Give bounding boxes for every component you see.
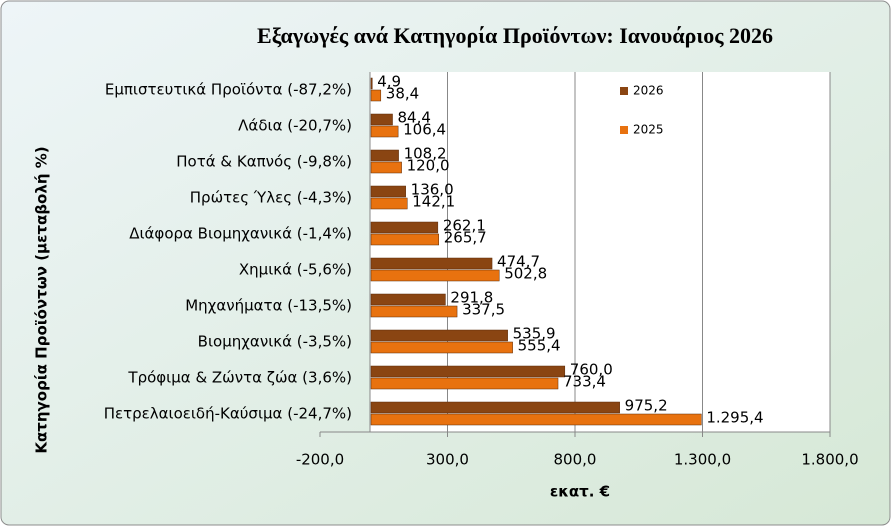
bar (370, 89, 382, 102)
value-label: 120,0 (407, 157, 450, 175)
bar (370, 413, 702, 426)
bar (370, 269, 500, 282)
bar (370, 125, 399, 138)
y-tick-label: Πετρελαιοειδή-Καύσιμα (-24,7%) (104, 405, 352, 423)
y-tick-label: Βιομηχανικά (-3,5%) (198, 333, 352, 351)
y-axis-label: Κατηγορία Προϊόντων (μεταβολή %) (33, 146, 51, 453)
value-label: 733,4 (563, 373, 606, 391)
y-tick-label: Ποτά & Καπνός (-9,8%) (176, 153, 352, 171)
value-label: 555,4 (518, 337, 561, 355)
y-tick-label: Χημικά (-5,6%) (239, 261, 352, 279)
legend-label: 2025 (633, 123, 664, 137)
bar (370, 257, 493, 270)
bar (370, 305, 458, 318)
value-label: 1.295,4 (706, 409, 763, 427)
bar (370, 221, 439, 234)
value-label: 760,0 (570, 361, 613, 379)
bar (370, 77, 373, 90)
bar (370, 161, 402, 174)
bar (370, 197, 408, 210)
bar (370, 113, 393, 126)
y-tick-label: Μηχανήματα (-13,5%) (185, 297, 352, 315)
x-axis-label: εκατ. € (550, 483, 610, 501)
bar (370, 149, 399, 162)
x-tick-label: -200,0 (296, 451, 344, 469)
x-tick-label: 1.800,0 (801, 451, 858, 469)
x-tick-label: 800,0 (554, 451, 597, 469)
value-label: 38,4 (386, 85, 419, 103)
bar (370, 233, 440, 246)
y-tick-label: Πρώτες Ύλες (-4,3%) (190, 189, 352, 207)
value-label: 535,9 (513, 325, 556, 343)
value-label: 106,4 (403, 121, 446, 139)
y-tick-label: Τρόφιμα & Ζώντα ζώα (3,6%) (127, 369, 352, 387)
value-label: 142,1 (412, 193, 455, 211)
x-tick-label: 300,0 (426, 451, 469, 469)
y-tick-label: Λάδια (-20,7%) (238, 117, 352, 135)
bar (370, 293, 446, 306)
value-label: 4,9 (377, 73, 401, 91)
bar (370, 329, 508, 342)
value-label: 337,5 (462, 301, 505, 319)
legend-label: 2026 (633, 84, 664, 98)
y-tick-label: Εμπιστευτικά Προϊόντα (-87,2%) (105, 81, 352, 99)
y-tick-label: Διάφορα Βιομηχανικά (-1,4%) (129, 225, 352, 243)
value-label: 108,2 (404, 145, 447, 163)
legend-marker (620, 87, 628, 95)
value-label: 975,2 (625, 397, 668, 415)
bar (370, 401, 620, 414)
value-label: 502,8 (504, 265, 547, 283)
bar (370, 185, 406, 198)
legend-marker (620, 126, 628, 134)
bar (370, 377, 559, 390)
value-label: 84,4 (398, 109, 431, 127)
value-label: 136,0 (411, 181, 454, 199)
x-tick-label: 1.300,0 (674, 451, 731, 469)
value-label: 265,7 (444, 229, 487, 247)
bar (370, 341, 513, 354)
chart-title: Εξαγωγές ανά Κατηγορία Προϊόντων: Ιανουά… (257, 23, 773, 48)
bar (370, 365, 566, 378)
value-label: 474,7 (497, 253, 540, 271)
value-label: 291,8 (450, 289, 493, 307)
value-label: 262,1 (443, 217, 486, 235)
